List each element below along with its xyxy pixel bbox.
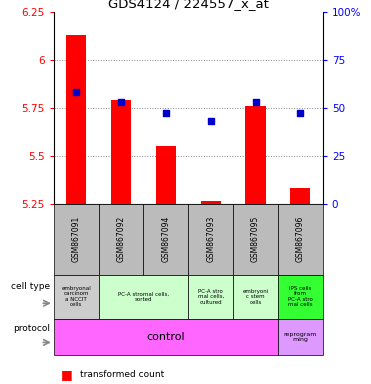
Text: protocol: protocol	[13, 324, 50, 333]
Bar	[278, 275, 323, 319]
Bar	[233, 204, 278, 275]
Bar	[188, 204, 233, 275]
Bar	[54, 319, 278, 355]
Point	[253, 99, 259, 105]
Text: PC-A stromal cells,
sorted: PC-A stromal cells, sorted	[118, 291, 169, 302]
Bar	[99, 204, 144, 275]
Text: ■: ■	[61, 368, 73, 381]
Point	[163, 110, 169, 116]
Bar	[54, 275, 99, 319]
Text: reprogram
ming: reprogram ming	[284, 331, 317, 343]
Text: GSM867096: GSM867096	[296, 216, 305, 262]
Text: embryonal
carcinom
a NCCIT
cells: embryonal carcinom a NCCIT cells	[61, 286, 91, 307]
Bar	[54, 204, 99, 275]
Text: PC-A stro
mal cells,
cultured: PC-A stro mal cells, cultured	[198, 289, 224, 305]
Point	[73, 89, 79, 95]
Point	[208, 118, 214, 124]
Text: cell type: cell type	[11, 282, 50, 291]
Text: control: control	[147, 332, 185, 342]
Text: GSM867095: GSM867095	[251, 216, 260, 262]
Bar	[278, 204, 323, 275]
Bar	[290, 188, 311, 204]
Text: GSM867092: GSM867092	[116, 216, 125, 262]
Text: GSM867093: GSM867093	[206, 216, 215, 262]
Text: GSM867091: GSM867091	[72, 216, 81, 262]
Point	[118, 99, 124, 105]
Bar	[233, 275, 278, 319]
Text: ■: ■	[61, 383, 73, 384]
Point	[298, 110, 303, 116]
Bar	[99, 275, 188, 319]
Bar	[111, 100, 131, 204]
Bar	[144, 204, 188, 275]
Bar	[188, 275, 233, 319]
Bar	[201, 201, 221, 204]
Bar	[246, 106, 266, 204]
Text: transformed count: transformed count	[80, 370, 164, 379]
Bar	[66, 35, 86, 204]
Text: GSM867094: GSM867094	[161, 216, 170, 262]
Bar	[156, 146, 176, 204]
Title: GDS4124 / 224557_x_at: GDS4124 / 224557_x_at	[108, 0, 269, 10]
Text: embryoni
c stem
cells: embryoni c stem cells	[242, 289, 269, 305]
Text: IPS cells
from
PC-A stro
mal cells: IPS cells from PC-A stro mal cells	[288, 286, 313, 307]
Bar	[278, 319, 323, 355]
